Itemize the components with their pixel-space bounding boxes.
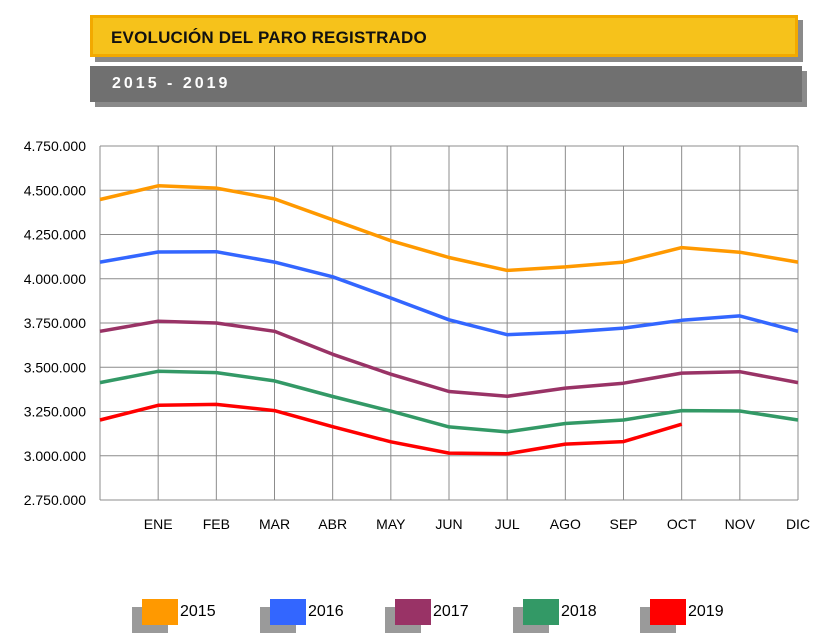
x-axis-tick-labels: ENE FEB MAR ABR MAY JUN JUL AGO SEP OCT NOV DIC — [144, 516, 810, 532]
x-tick-label: ENE — [144, 516, 173, 532]
legend-swatch — [650, 599, 686, 625]
legend-swatch — [270, 599, 306, 625]
series-line-2018 — [99, 369, 799, 434]
legend-label: 2019 — [688, 603, 724, 620]
y-tick-label: 3.250.000 — [24, 404, 86, 420]
legend-label: 2018 — [561, 603, 597, 620]
x-tick-label: FEB — [203, 516, 230, 532]
series-lines — [99, 184, 799, 456]
y-tick-label: 3.500.000 — [24, 359, 86, 375]
chart-subtitle: 2015 - 2019 — [112, 75, 231, 92]
y-tick-label: 3.000.000 — [24, 448, 86, 464]
title-bar: EVOLUCIÓN DEL PARO REGISTRADO — [90, 15, 798, 57]
line-chart: 2.750.000 3.000.000 3.250.000 3.500.000 3.75… — [24, 138, 810, 532]
x-tick-label: DIC — [786, 516, 810, 532]
series-line-2017 — [99, 319, 799, 399]
legend: 2015 2016 2017 2018 2019 — [0, 595, 822, 637]
x-tick-label: AGO — [550, 516, 581, 532]
legend-label: 2016 — [308, 603, 344, 620]
legend-label: 2017 — [433, 603, 469, 620]
legend-swatch — [523, 599, 559, 625]
x-tick-label: NOV — [725, 516, 756, 532]
y-axis-tick-labels: 2.750.000 3.000.000 3.250.000 3.500.000 3.75… — [24, 138, 86, 508]
legend-label: 2015 — [180, 603, 216, 620]
x-tick-label: SEP — [609, 516, 637, 532]
x-tick-label: JUL — [495, 516, 520, 532]
y-tick-label: 4.250.000 — [24, 227, 86, 243]
legend-swatch — [142, 599, 178, 625]
series-line-2015 — [99, 184, 799, 273]
y-tick-label: 2.750.000 — [24, 492, 86, 508]
grid-lines — [99, 145, 799, 501]
x-tick-label: MAR — [259, 516, 290, 532]
y-tick-label: 3.750.000 — [24, 315, 86, 331]
series-line-2019 — [99, 402, 683, 456]
series-line-2016 — [99, 249, 799, 337]
x-tick-label: OCT — [667, 516, 697, 532]
x-tick-label: JUN — [435, 516, 462, 532]
y-tick-label: 4.500.000 — [24, 182, 86, 198]
y-tick-label: 4.750.000 — [24, 138, 86, 154]
legend-swatch — [395, 599, 431, 625]
x-tick-label: ABR — [318, 516, 347, 532]
subtitle-bar: 2015 - 2019 — [90, 66, 802, 102]
x-tick-label: MAY — [376, 516, 406, 532]
y-tick-label: 4.000.000 — [24, 271, 86, 287]
chart-title: EVOLUCIÓN DEL PARO REGISTRADO — [111, 28, 427, 47]
